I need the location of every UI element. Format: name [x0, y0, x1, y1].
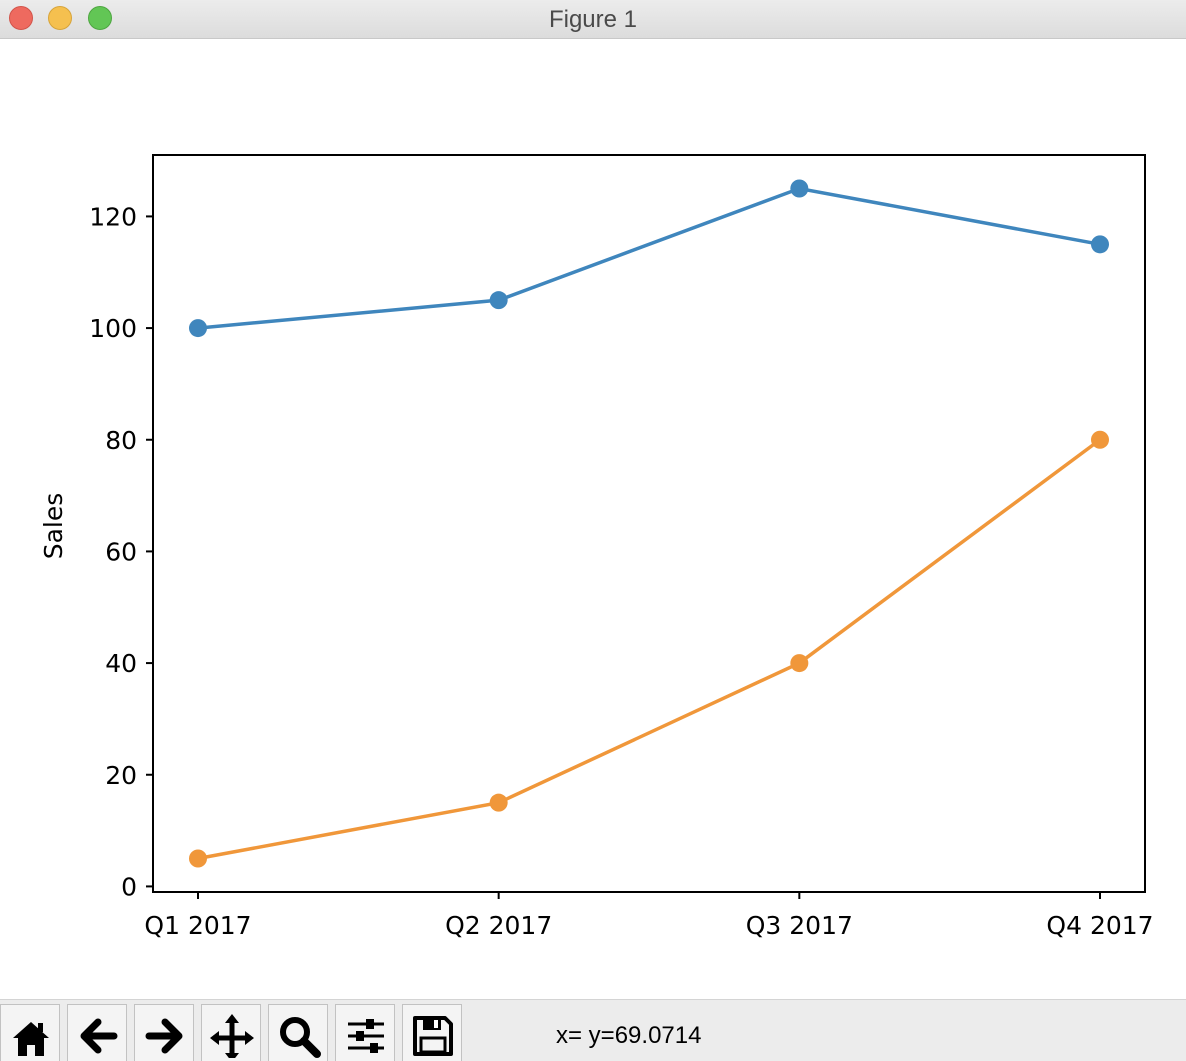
y-tick-label: 20: [105, 761, 137, 790]
series-layer: [189, 179, 1109, 868]
y-tick-label: 60: [105, 537, 137, 566]
magnifier-icon: [280, 1017, 321, 1058]
data-point: [489, 793, 508, 812]
plot-frame: [152, 154, 1146, 893]
arrow-right-icon: [145, 1018, 183, 1054]
move-icon: [210, 1014, 254, 1058]
data-point: [1091, 235, 1109, 254]
back-button[interactable]: [67, 1004, 127, 1061]
home-icon: [13, 1022, 49, 1056]
data-point: [189, 319, 207, 338]
series-2: [189, 430, 1109, 868]
data-point: [489, 291, 508, 310]
y-tick-label: 40: [105, 649, 137, 678]
y-tick-label: 80: [105, 426, 137, 455]
sliders-icon: [348, 1019, 384, 1053]
data-point: [790, 654, 809, 673]
window-title: Figure 1: [548, 6, 638, 33]
minimize-window-button[interactable]: [48, 6, 72, 30]
series-line: [197, 438, 1102, 861]
figure-canvas[interactable]: 0 20 40 60 80 100 120 Q1 2017 Q2 2017 Q3 2017 Q4 2…: [0, 39, 1186, 999]
save-button[interactable]: [402, 1004, 462, 1061]
zoom-button[interactable]: [268, 1004, 328, 1061]
data-point: [790, 179, 809, 198]
maximize-window-button[interactable]: [88, 6, 112, 30]
configure-subplots-button[interactable]: [335, 1004, 395, 1061]
arrow-left-icon: [80, 1018, 118, 1054]
forward-button[interactable]: [134, 1004, 194, 1061]
x-tick-label: Q3 2017: [746, 911, 853, 940]
axes: 0 20 40 60 80 100 120 Q1 2017 Q2 2017 Q3 2017 Q4 2…: [89, 154, 1154, 940]
line-chart: 0 20 40 60 80 100 120 Q1 2017 Q2 2017 Q3 2017 Q4 2…: [39, 154, 1154, 940]
x-tick-label: Q4 2017: [1046, 911, 1153, 940]
series-1: [189, 179, 1109, 338]
floppy-disk-icon: [413, 1016, 453, 1056]
x-tick-label: Q1 2017: [144, 911, 251, 940]
data-point: [189, 849, 207, 868]
y-tick-label: 0: [121, 872, 137, 901]
series-line: [197, 186, 1101, 330]
title-bar: Figure 1: [0, 0, 1186, 39]
data-point: [1091, 430, 1109, 449]
x-tick-label: Q2 2017: [445, 911, 552, 940]
home-button[interactable]: [0, 1004, 60, 1061]
cursor-coordinates: x= y=69.0714: [556, 1022, 702, 1049]
pan-button[interactable]: [201, 1004, 261, 1061]
y-tick-label: 120: [89, 202, 137, 231]
navigation-toolbar: [0, 999, 1186, 1061]
y-axis-label: Sales: [39, 493, 68, 560]
y-tick-label: 100: [89, 314, 137, 343]
close-window-button[interactable]: [9, 6, 33, 30]
